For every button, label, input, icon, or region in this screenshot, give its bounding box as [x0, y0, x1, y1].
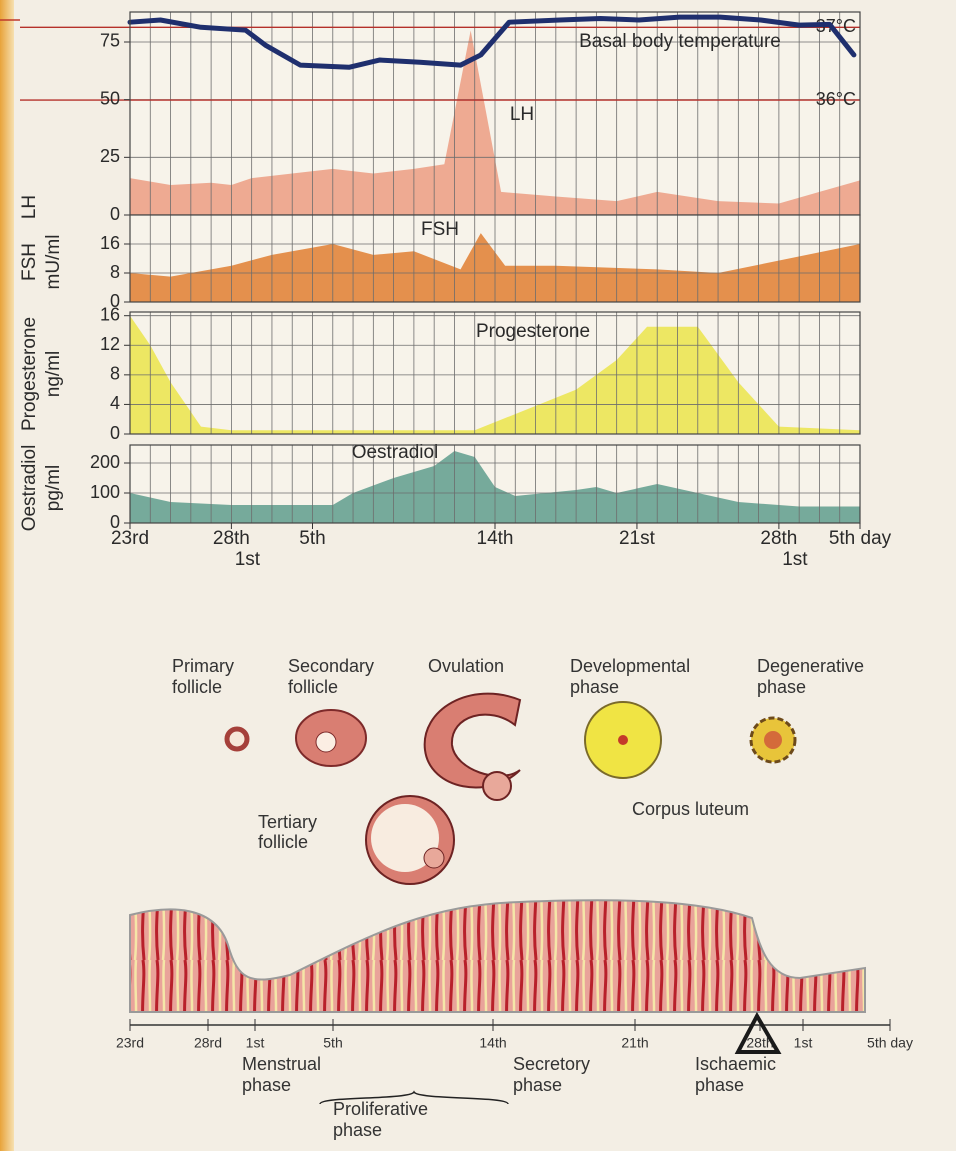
label: Menstrual — [242, 1054, 321, 1074]
endometrium-tick-label: 5th — [323, 1035, 342, 1051]
ovary-diagram: Primary follicle Secondary follicle Ovul… — [172, 656, 864, 885]
label: Secretory — [513, 1054, 590, 1074]
series-label: Progesterone — [476, 321, 590, 342]
endometrium-tick-label: 23rd — [116, 1035, 144, 1051]
y-tick-label: 8 — [110, 262, 120, 282]
y-tick-label: 50 — [100, 88, 120, 108]
series-label: Basal body temperature — [579, 31, 781, 52]
x-tick-label: 28th — [760, 528, 797, 549]
y-tick-label: 25 — [100, 146, 120, 166]
panel-frame — [129, 214, 861, 303]
charts: 0 25 50 75 36°C 37°C Basal body temperature LH L… — [19, 11, 892, 570]
edge-strip — [0, 0, 14, 1151]
label: Developmental — [570, 656, 690, 676]
y-axis-label: Progesterone — [19, 317, 40, 431]
endometrium-tick-label: 14th — [479, 1035, 506, 1051]
y2-tick-label: 36°C — [816, 89, 856, 109]
series-label: Oestradiol — [352, 442, 439, 463]
series-label: LH — [510, 104, 534, 125]
label: Primary — [172, 656, 234, 676]
label: phase — [333, 1120, 382, 1140]
label: phase — [695, 1075, 744, 1095]
series-label: FSH — [421, 219, 459, 240]
y-tick-label: 100 — [90, 482, 120, 502]
oocyte — [315, 731, 337, 753]
y-tick-label: 75 — [100, 31, 120, 51]
endometrium-tick-label: 1st — [794, 1035, 813, 1051]
label: phase — [570, 677, 619, 697]
x-tick-label: 5th — [299, 528, 325, 549]
follicle — [224, 726, 250, 752]
endometrium — [129, 899, 866, 1013]
x-tick-label: 21st — [619, 528, 656, 549]
endometrium-tick-label: 28rd — [194, 1035, 222, 1051]
label: Ischaemic — [695, 1054, 776, 1074]
endometrium-diagram: 23rd 28rd 1st 5th 14th 21th 28th 1st 5th day Men… — [116, 899, 913, 1140]
y-tick-label: 4 — [110, 393, 120, 413]
endometrium-tick-label: 1st — [246, 1035, 265, 1051]
y-axis-label: ng/ml — [43, 351, 64, 397]
label: Secondary — [288, 656, 374, 676]
label: follicle — [258, 832, 308, 852]
endometrium-ticks: 23rd 28rd 1st 5th 14th 21th 28th 1st 5th day — [116, 1019, 913, 1051]
grid-layer — [129, 312, 861, 435]
label: phase — [513, 1075, 562, 1095]
brace — [319, 1090, 509, 1105]
label: Corpus luteum — [632, 799, 749, 819]
x-tick-sublabel: 1st — [782, 549, 808, 570]
x-tick-label: 23rd — [111, 528, 149, 549]
y-axis-label: mU/ml — [43, 235, 64, 290]
endometrium-tick-label: 21th — [621, 1035, 648, 1051]
y-tick-label: 0 — [110, 423, 120, 443]
antrum — [371, 804, 439, 872]
y2-tick-label: 37°C — [816, 16, 856, 36]
y-tick-label: 200 — [90, 452, 120, 472]
label: follicle — [288, 677, 338, 697]
x-tick-label: 14th — [477, 528, 514, 549]
y-axis-label: Oestradiol — [19, 445, 40, 532]
oocyte — [423, 847, 445, 869]
label: Tertiary — [258, 812, 317, 832]
ovulation-follicle — [423, 692, 522, 789]
marker-triangle — [734, 1011, 782, 1054]
label: Proliferative — [333, 1099, 428, 1119]
label: follicle — [172, 677, 222, 697]
panel-frame — [129, 311, 861, 435]
y-tick-label: 12 — [100, 334, 120, 354]
y-axis-label: FSH — [19, 243, 40, 281]
y-tick-label: 0 — [110, 291, 120, 311]
label: Degenerative — [757, 656, 864, 676]
degenerative-core — [764, 731, 782, 749]
endometrium-tick-label: 5th day — [867, 1035, 913, 1051]
label: phase — [757, 677, 806, 697]
y-tick-label: 0 — [110, 204, 120, 224]
y-axis-label: pg/ml — [43, 465, 64, 511]
line — [127, 14, 857, 70]
y-tick-label: 16 — [100, 304, 120, 324]
x-tick-label: 28th — [213, 528, 250, 549]
x-tick-sublabel: 1st — [235, 549, 261, 570]
endometrium-tick-label: 28th — [746, 1035, 773, 1051]
panel: 0 25 50 75 36°C 37°C Basal body temperature LH L… — [19, 11, 861, 224]
x-tick-label: 5th day — [829, 528, 892, 549]
oocyte — [482, 771, 512, 801]
y-axis-label: LH — [19, 195, 40, 219]
y-tick-label: 16 — [100, 233, 120, 253]
label: phase — [242, 1075, 291, 1095]
corpus-luteum-core — [618, 735, 628, 745]
y-tick-label: 0 — [110, 512, 120, 532]
y-tick-label: 8 — [110, 364, 120, 384]
label: Ovulation — [428, 656, 504, 676]
